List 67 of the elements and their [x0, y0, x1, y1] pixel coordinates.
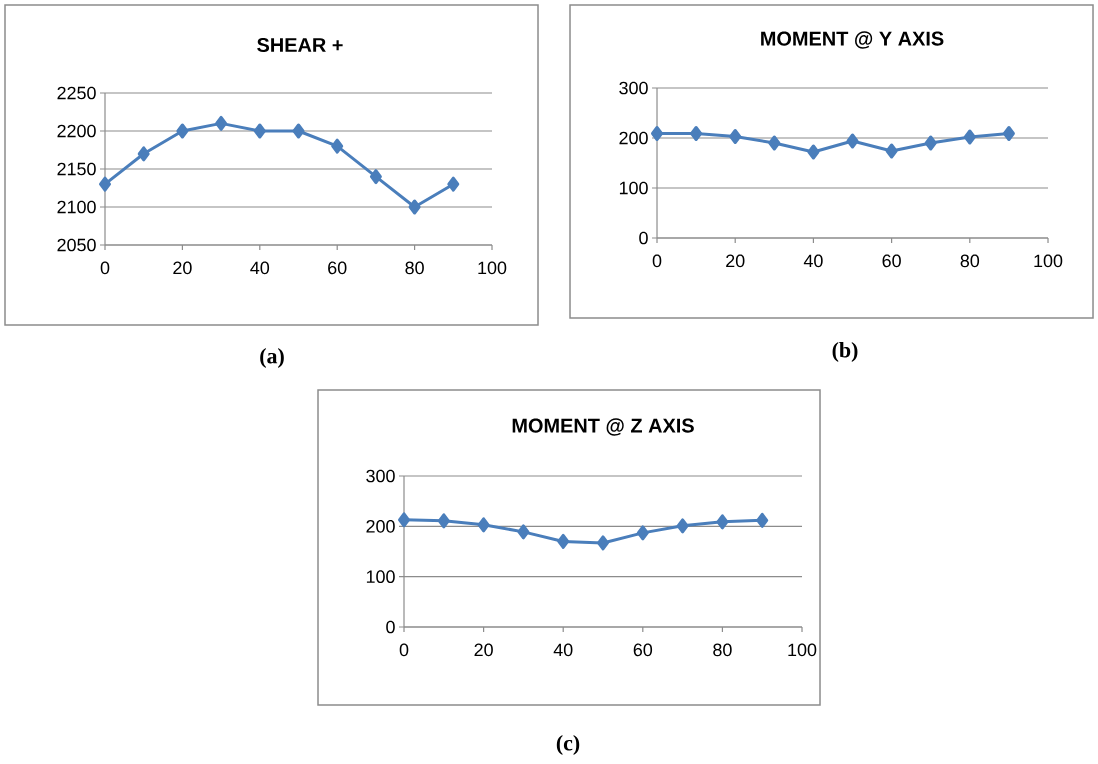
point	[1002, 126, 1015, 141]
y-tick-label: 200	[366, 519, 395, 533]
y-tick-label: 2250	[57, 86, 96, 100]
point	[729, 129, 742, 144]
x-tick-label: 20	[726, 254, 745, 268]
y-tick-label: 2200	[57, 124, 96, 138]
point	[807, 144, 820, 160]
x-tick-label: 0	[399, 643, 409, 657]
point	[292, 123, 305, 139]
x-tick-label: 20	[173, 261, 192, 275]
point	[846, 133, 859, 149]
x-tick-label: 60	[328, 261, 347, 275]
x-tick-label: 60	[633, 643, 653, 657]
point	[331, 138, 344, 154]
x-tick-label: 100	[478, 261, 507, 275]
point	[716, 514, 729, 530]
point	[651, 126, 664, 141]
point	[924, 135, 937, 151]
point	[597, 535, 610, 551]
y-tick-label: 0	[639, 231, 648, 245]
point	[768, 135, 781, 151]
y-tick-label: 0	[386, 620, 395, 634]
x-tick-label: 40	[803, 254, 823, 268]
y-tick-label: 100	[366, 570, 395, 584]
chart-title: MOMENT @ Y AXIS	[761, 31, 944, 49]
point	[756, 512, 769, 528]
y-tick-label: 2050	[57, 238, 96, 252]
x-tick-label: 0	[652, 254, 662, 268]
y-tick-label: 2150	[57, 162, 96, 176]
y-tick-label: 300	[619, 81, 648, 95]
y-tick-label: 300	[366, 469, 395, 483]
x-tick-label: 80	[960, 254, 980, 268]
point	[676, 518, 689, 534]
x-tick-label: 60	[882, 254, 901, 268]
point	[885, 143, 898, 159]
point	[253, 123, 266, 139]
text: (a)	[260, 348, 284, 368]
point	[176, 123, 189, 139]
point	[398, 512, 410, 528]
point	[437, 513, 450, 529]
point	[517, 524, 530, 540]
x-tick-label: 40	[250, 261, 270, 275]
x-tick-label: 80	[405, 261, 424, 275]
y-tick-label: 2100	[57, 200, 96, 214]
point	[477, 517, 490, 533]
x-tick-label: 80	[713, 643, 732, 657]
point	[215, 115, 228, 131]
x-tick-label: 100	[1034, 254, 1063, 268]
x-tick-label: 100	[788, 643, 817, 657]
chart-title: MOMENT @ Z AXIS	[512, 418, 694, 436]
point	[99, 176, 111, 192]
point	[369, 169, 382, 185]
point	[447, 176, 460, 192]
x-tick-label: 20	[474, 643, 493, 657]
point	[690, 126, 703, 141]
point	[636, 525, 649, 541]
text: (c)	[556, 735, 580, 755]
text: (b)	[832, 342, 858, 362]
x-tick-label: 0	[100, 261, 110, 275]
point	[557, 533, 570, 549]
x-tick-label: 40	[553, 643, 573, 657]
y-tick-label: 200	[619, 131, 648, 145]
point	[963, 129, 976, 145]
chart-title: SHEAR +	[257, 37, 343, 53]
point	[408, 199, 421, 215]
y-tick-label: 100	[619, 181, 648, 195]
point	[137, 146, 150, 162]
